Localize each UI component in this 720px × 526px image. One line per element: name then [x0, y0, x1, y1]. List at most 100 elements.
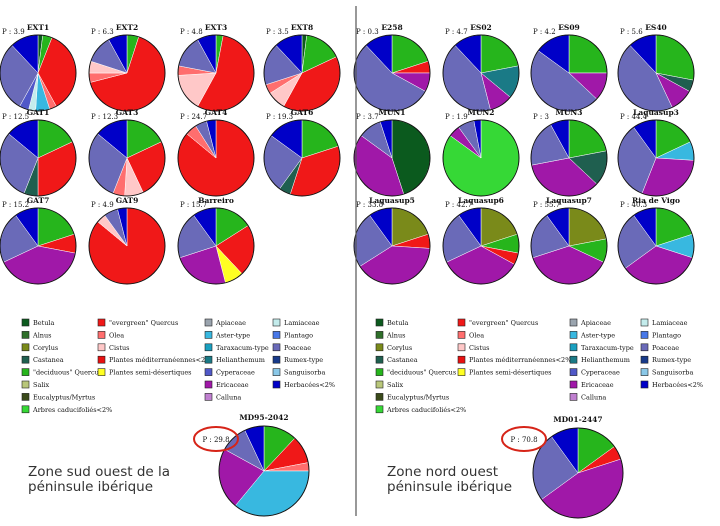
legend-label-plantes-mediterraneennes: Plantes méditerranéennes<2% — [469, 356, 571, 364]
legend-swatch-olea — [457, 331, 466, 339]
legend-label-taraxacum: Taraxacum-type — [216, 344, 269, 352]
legend-item-salix: Salix — [21, 380, 49, 389]
pie-outline — [530, 207, 608, 285]
legend-swatch-salix — [375, 380, 384, 389]
legend-item-cyperaceae: Cyperaceae — [569, 368, 620, 377]
legend-label-deciduous-quercus: "deciduous" Quercus — [33, 369, 102, 377]
legend-swatch-plantes-semi-desertiques — [457, 368, 466, 376]
legend-label-corylus: Corylus — [33, 344, 58, 352]
legend-label-lamiaceae: Lamiaceae — [284, 319, 320, 327]
legend-label-helianthemum: Helianthemum — [581, 356, 630, 364]
legend-swatch-poaceae — [272, 343, 281, 352]
legend-label-poaceae: Poaceae — [652, 344, 679, 352]
pie-p-value-ext1: P : 3.9 — [2, 28, 25, 36]
pie-p-value-mun2: P : 1.9 — [445, 113, 468, 121]
legend-item-apiaceae: Apiaceae — [204, 318, 246, 327]
legend-item-plantago: Plantago — [640, 331, 681, 339]
pie-p-value-laquasup3: P : 44.4 — [620, 113, 648, 121]
legend-item-poaceae: Poaceae — [640, 343, 679, 352]
pie-title-md95-2042: MD95-2042 — [239, 413, 288, 422]
legend-swatch-eucalyptus — [21, 393, 30, 401]
legend-swatch-lamiaceae — [640, 318, 649, 327]
legend-item-poaceae: Poaceae — [272, 343, 311, 352]
legend-label-alnus: Alnus — [32, 331, 51, 339]
legend-label-castanea: Castanea — [33, 356, 64, 364]
legend-right: Betula Alnus Corylus Castanea "deciduous" Qu… — [375, 318, 703, 414]
legend-item-aster-type: Aster-type — [204, 331, 250, 339]
legend-label-taraxacum: Taraxacum-type — [581, 344, 634, 352]
legend-swatch-ericaceae — [569, 380, 578, 389]
pie-p-value-ext8: P : 3.5 — [266, 28, 289, 36]
legend-swatch-cyperaceae — [204, 368, 213, 376]
legend-item-deciduous-quercus: "deciduous" Quercus — [375, 368, 456, 377]
pie-outline — [617, 207, 695, 285]
pie-p-value-e258: P : 0.3 — [356, 28, 379, 36]
legend-label-apiaceae: Apiaceae — [580, 319, 611, 327]
legend-label-cyperaceae: Cyperaceae — [216, 369, 255, 377]
pie-p-value-es40: P : 5.6 — [620, 28, 643, 36]
legend-swatch-cistus — [97, 343, 106, 352]
pie-title-gat7: GAT7 — [27, 196, 50, 205]
legend-item-ericaceae: Ericaceae — [204, 380, 249, 389]
legend-swatch-herbacees — [272, 380, 281, 389]
pie-outline — [532, 427, 624, 519]
legend-swatch-castanea — [21, 355, 30, 364]
legend-swatch-betula — [21, 318, 30, 327]
pie-outline — [442, 34, 520, 112]
legend-label-cistus: Cistus — [469, 344, 490, 352]
pie-p-value-md01-2447: P : 70.8 — [510, 436, 537, 444]
pie-p-value-gat1: P : 12.5 — [2, 113, 29, 121]
legend-item-betula: Betula — [21, 318, 55, 327]
legend-item-plantes-mediterraneennes: Plantes méditerranéennes<2% — [97, 355, 211, 364]
legend-item-olea: Olea — [457, 331, 484, 339]
pie-p-value-es02: P : 4.7 — [445, 28, 468, 36]
legend-swatch-ericaceae — [204, 380, 213, 389]
pie-title-mun2: MUN2 — [468, 108, 495, 117]
pie-outline — [353, 119, 431, 197]
pie-title-ext8: EXT8 — [291, 23, 313, 32]
pie-title-gat1: GAT1 — [27, 108, 50, 117]
legend-swatch-betula — [375, 318, 384, 327]
legend-item-cistus: Cistus — [97, 343, 130, 352]
legend-item-cistus: Cistus — [457, 343, 490, 352]
legend-label-sanguisorba: Sanguisorba — [652, 369, 693, 377]
legend-swatch-taraxacum — [204, 343, 213, 352]
legend-swatch-eucalyptus — [375, 393, 384, 401]
pie-outline — [0, 119, 77, 197]
pie-p-value-mun3: P : 3 — [533, 113, 549, 121]
legend-item-calluna: Calluna — [204, 393, 241, 401]
pie-title-ext3: EXT3 — [205, 23, 227, 32]
legend-label-herbacees: Herbacées<2% — [284, 381, 335, 389]
legend-swatch-apiaceae — [204, 318, 213, 327]
legend-item-arbres-caducifolies: Arbres caducifoliés<2% — [375, 405, 466, 414]
pie-p-value-laquasup6: P : 42.7 — [445, 201, 472, 209]
legend-item-corylus: Corylus — [21, 343, 58, 352]
legend-swatch-herbacees — [640, 380, 649, 389]
legend-swatch-poaceae — [640, 343, 649, 352]
legend-label-cyperaceae: Cyperaceae — [581, 369, 620, 377]
caption-right-line1: Zone nord ouest — [387, 464, 498, 480]
p-value-highlight-left — [193, 426, 239, 452]
pie-title-ria-de-vigo: Ria de Vigo — [632, 196, 680, 205]
legend-label-corylus: Corylus — [387, 344, 412, 352]
pie-mun3: MUN3 P : 3 — [530, 108, 608, 197]
legend-label-rumex: Rumex-type — [284, 356, 323, 364]
pie-outline — [88, 207, 166, 285]
legend-swatch-plantes-mediterraneennes — [97, 355, 106, 364]
pie-title-barreiro: Barreiro — [198, 196, 234, 205]
pie-outline — [263, 119, 341, 197]
legend-swatch-aster-type — [569, 331, 578, 339]
pie-p-value-barreiro: P : 15.7 — [180, 201, 207, 209]
legend-swatch-plantes-semi-desertiques — [97, 368, 106, 376]
legend-swatch-evergreen-quercus — [457, 318, 466, 327]
legend-left: Betula Alnus Corylus Castanea "deciduous" Qu… — [21, 318, 335, 414]
